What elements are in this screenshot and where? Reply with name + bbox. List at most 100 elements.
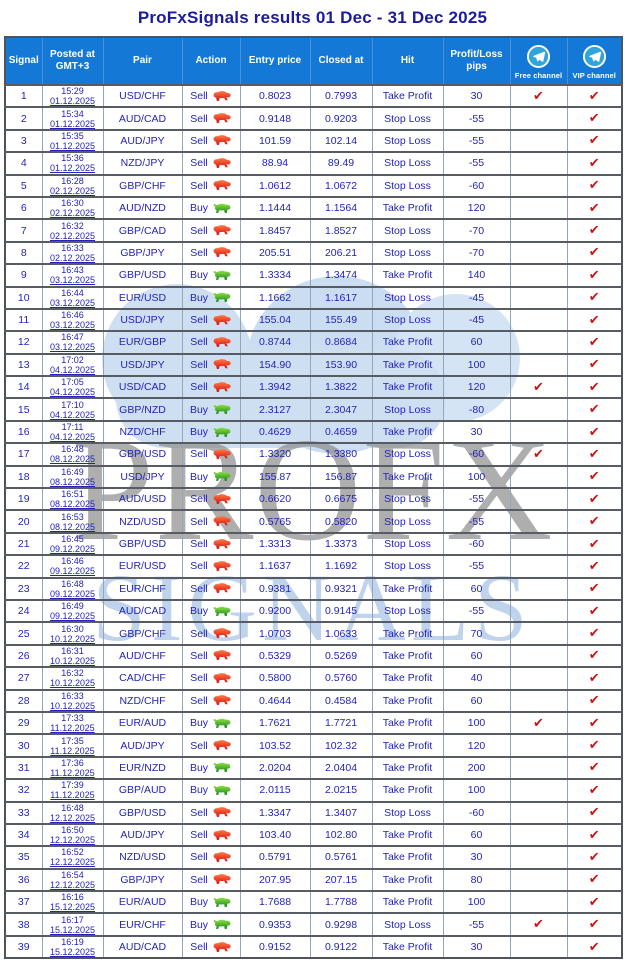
hit-cell: Take Profit	[371, 755, 443, 780]
vip-channel-check: ✔	[566, 263, 622, 287]
vip-channel-check: ✔	[566, 822, 622, 847]
posted-at-cell: 16:16 15.12.2025	[41, 890, 103, 914]
posted-at-cell: 17:33 11.12.2025	[41, 710, 103, 735]
action-cell: Sell	[181, 83, 240, 108]
action-label: Sell	[190, 582, 208, 595]
free-channel-check	[509, 733, 567, 757]
posted-time: 15:34	[61, 108, 84, 119]
posted-time: 16:33	[61, 242, 84, 253]
table-row: 27 16:32 10.12.2025 CAD/CHF Sell 0.5800 0.5760…	[5, 666, 622, 690]
action-cell: Sell	[181, 845, 240, 869]
hit-cell: Stop Loss	[371, 240, 443, 265]
pips-cell: -55	[442, 128, 510, 153]
posted-date: 10.12.2025	[49, 655, 96, 666]
closed-at-cell: 2.0215	[309, 778, 372, 802]
bull-icon	[212, 470, 232, 483]
vip-channel-check: ✔	[566, 83, 622, 108]
pair-cell: GBP/NZD	[102, 397, 182, 421]
posted-at-cell: 16:50 12.12.2025	[41, 822, 103, 847]
posted-date: 12.12.2025	[49, 812, 96, 823]
posted-time: 15:36	[61, 153, 84, 164]
posted-date: 02.12.2025	[49, 252, 96, 263]
vip-channel-check: ✔	[566, 285, 622, 309]
action-cell: Buy	[181, 710, 240, 735]
free-channel-check: ✔	[509, 710, 567, 735]
bull-icon	[212, 784, 232, 797]
col-header-vip-channel[interactable]: VIP channel	[566, 37, 622, 85]
posted-date: 08.12.2025	[49, 476, 96, 487]
posted-time: 16:30	[61, 623, 84, 634]
signal-number: 19	[5, 487, 42, 511]
action-label: Sell	[190, 806, 208, 819]
entry-price-cell: 155.04	[239, 307, 310, 332]
table-row: 8 16:33 02.12.2025 GBP/JPY Sell 205.51 206.21 S…	[5, 240, 622, 265]
bear-icon	[212, 381, 232, 394]
entry-price-cell: 1.0703	[239, 621, 310, 645]
posted-at-cell: 16:48 09.12.2025	[41, 576, 103, 600]
bull-icon	[212, 717, 232, 730]
closed-at-cell: 0.5760	[309, 666, 372, 690]
action-cell: Buy	[181, 419, 240, 444]
posted-time: 16:30	[61, 198, 84, 209]
vip-channel-check: ✔	[566, 576, 622, 600]
posted-at-cell: 17:02 04.12.2025	[41, 352, 103, 377]
bear-icon	[212, 806, 232, 819]
signal-number: 12	[5, 330, 42, 354]
posted-time: 17:33	[61, 713, 84, 724]
posted-date: 15.12.2025	[49, 947, 96, 958]
hit-cell: Take Profit	[371, 934, 443, 959]
bull-icon	[212, 269, 232, 282]
action-label: Sell	[190, 112, 208, 125]
signal-number: 38	[5, 912, 42, 936]
action-cell: Buy	[181, 755, 240, 780]
signal-number: 32	[5, 778, 42, 802]
signal-number: 36	[5, 867, 42, 892]
posted-time: 17:39	[61, 780, 84, 791]
hit-cell: Take Profit	[371, 375, 443, 399]
action-label: Sell	[190, 560, 208, 573]
signal-number: 5	[5, 173, 42, 197]
bear-icon	[212, 314, 232, 327]
posted-at-cell: 16:19 15.12.2025	[41, 934, 103, 959]
action-label: Sell	[190, 381, 208, 394]
pair-cell: EUR/AUD	[102, 710, 182, 735]
posted-date: 03.12.2025	[49, 342, 96, 353]
action-cell: Buy	[181, 263, 240, 287]
posted-at-cell: 16:48 08.12.2025	[41, 442, 103, 466]
vip-channel-check: ✔	[566, 800, 622, 824]
closed-at-cell: 0.6675	[309, 487, 372, 511]
pips-cell: 140	[442, 263, 510, 287]
posted-at-cell: 16:30 10.12.2025	[41, 621, 103, 645]
action-label: Buy	[189, 918, 209, 931]
action-label: Sell	[190, 851, 208, 864]
posted-time: 16:48	[61, 578, 84, 589]
entry-price-cell: 0.9148	[239, 106, 310, 130]
posted-time: 16:47	[61, 332, 84, 343]
closed-at-cell: 102.80	[309, 822, 372, 847]
hit-cell: Take Profit	[371, 733, 443, 757]
free-channel-check	[509, 688, 567, 712]
action-cell: Sell	[181, 173, 240, 197]
hit-cell: Take Profit	[371, 890, 443, 914]
signal-number: 4	[5, 151, 42, 175]
bear-icon	[212, 739, 232, 752]
signal-number: 10	[5, 285, 42, 309]
action-label: Buy	[189, 269, 209, 282]
pair-cell: GBP/JPY	[102, 240, 182, 265]
hit-cell: Take Profit	[371, 710, 443, 735]
entry-price-cell: 0.8023	[239, 83, 310, 108]
vip-channel-check: ✔	[566, 487, 622, 511]
pips-cell: -55	[442, 151, 510, 175]
vip-channel-check: ✔	[566, 733, 622, 757]
vip-channel-check: ✔	[566, 375, 622, 399]
entry-price-cell: 0.9381	[239, 576, 310, 600]
pips-cell: 60	[442, 576, 510, 600]
posted-at-cell: 16:52 12.12.2025	[41, 845, 103, 869]
hit-cell: Stop Loss	[371, 128, 443, 153]
free-channel-check	[509, 352, 567, 377]
col-header-entry-price: Entry price	[239, 37, 310, 85]
action-label: Sell	[190, 538, 208, 550]
col-header-free-channel[interactable]: Free channel	[509, 37, 567, 85]
signal-number: 37	[5, 890, 42, 914]
closed-at-cell: 0.9321	[309, 576, 372, 600]
